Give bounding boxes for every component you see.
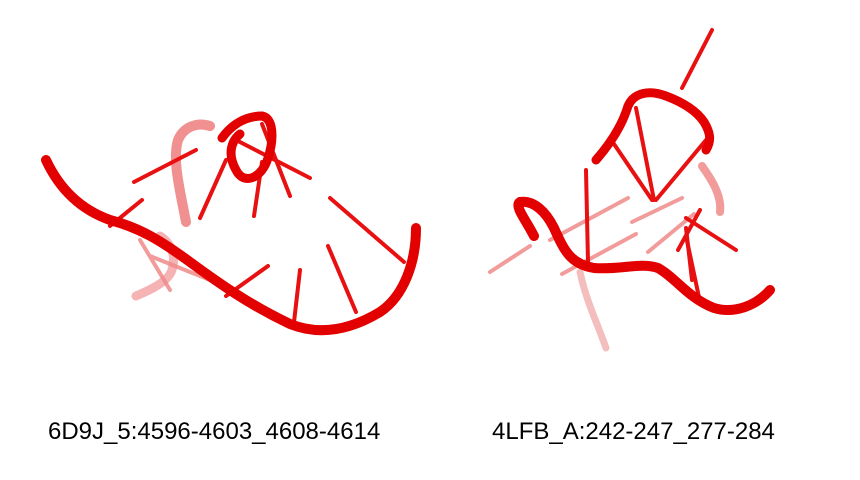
base-stick [198, 158, 228, 220]
backbone-back-strand [698, 162, 725, 216]
base-stick [326, 244, 358, 314]
structure-label-4lfb: 4LFB_A:242-247_277-284 [492, 418, 775, 445]
base-stick-faded [138, 238, 172, 292]
structure-panel-6d9j [0, 0, 430, 400]
base-stick [584, 168, 590, 264]
base-stick [654, 138, 708, 202]
structure-panel-4lfb [430, 0, 860, 400]
base-stick-faded [560, 232, 638, 276]
base-stick [684, 234, 702, 304]
backbone-front-strand [513, 196, 775, 315]
base-stick-faded [488, 244, 532, 274]
base-stick [634, 106, 656, 202]
backbone-top-loop [591, 88, 715, 165]
backbone-back-strand [170, 119, 215, 227]
base-stick [684, 216, 738, 252]
base-stick [292, 268, 302, 324]
base-stick-faded [630, 196, 684, 224]
base-stick [234, 138, 312, 180]
structure-label-6d9j: 6D9J_5:4596-4603_4608-4614 [48, 418, 381, 445]
base-stick [260, 122, 292, 198]
backbone-front-strand [41, 155, 421, 336]
base-stick [328, 196, 406, 264]
base-stick [612, 142, 654, 202]
base-stick [132, 148, 198, 184]
base-stick [680, 28, 714, 90]
backbone-back-lower [576, 268, 610, 352]
rna-cartoon-6d9j [41, 111, 421, 336]
rna-cartoon-4lfb [488, 28, 775, 352]
base-stick [676, 208, 702, 252]
backbone-hairpin-loop [217, 111, 277, 183]
